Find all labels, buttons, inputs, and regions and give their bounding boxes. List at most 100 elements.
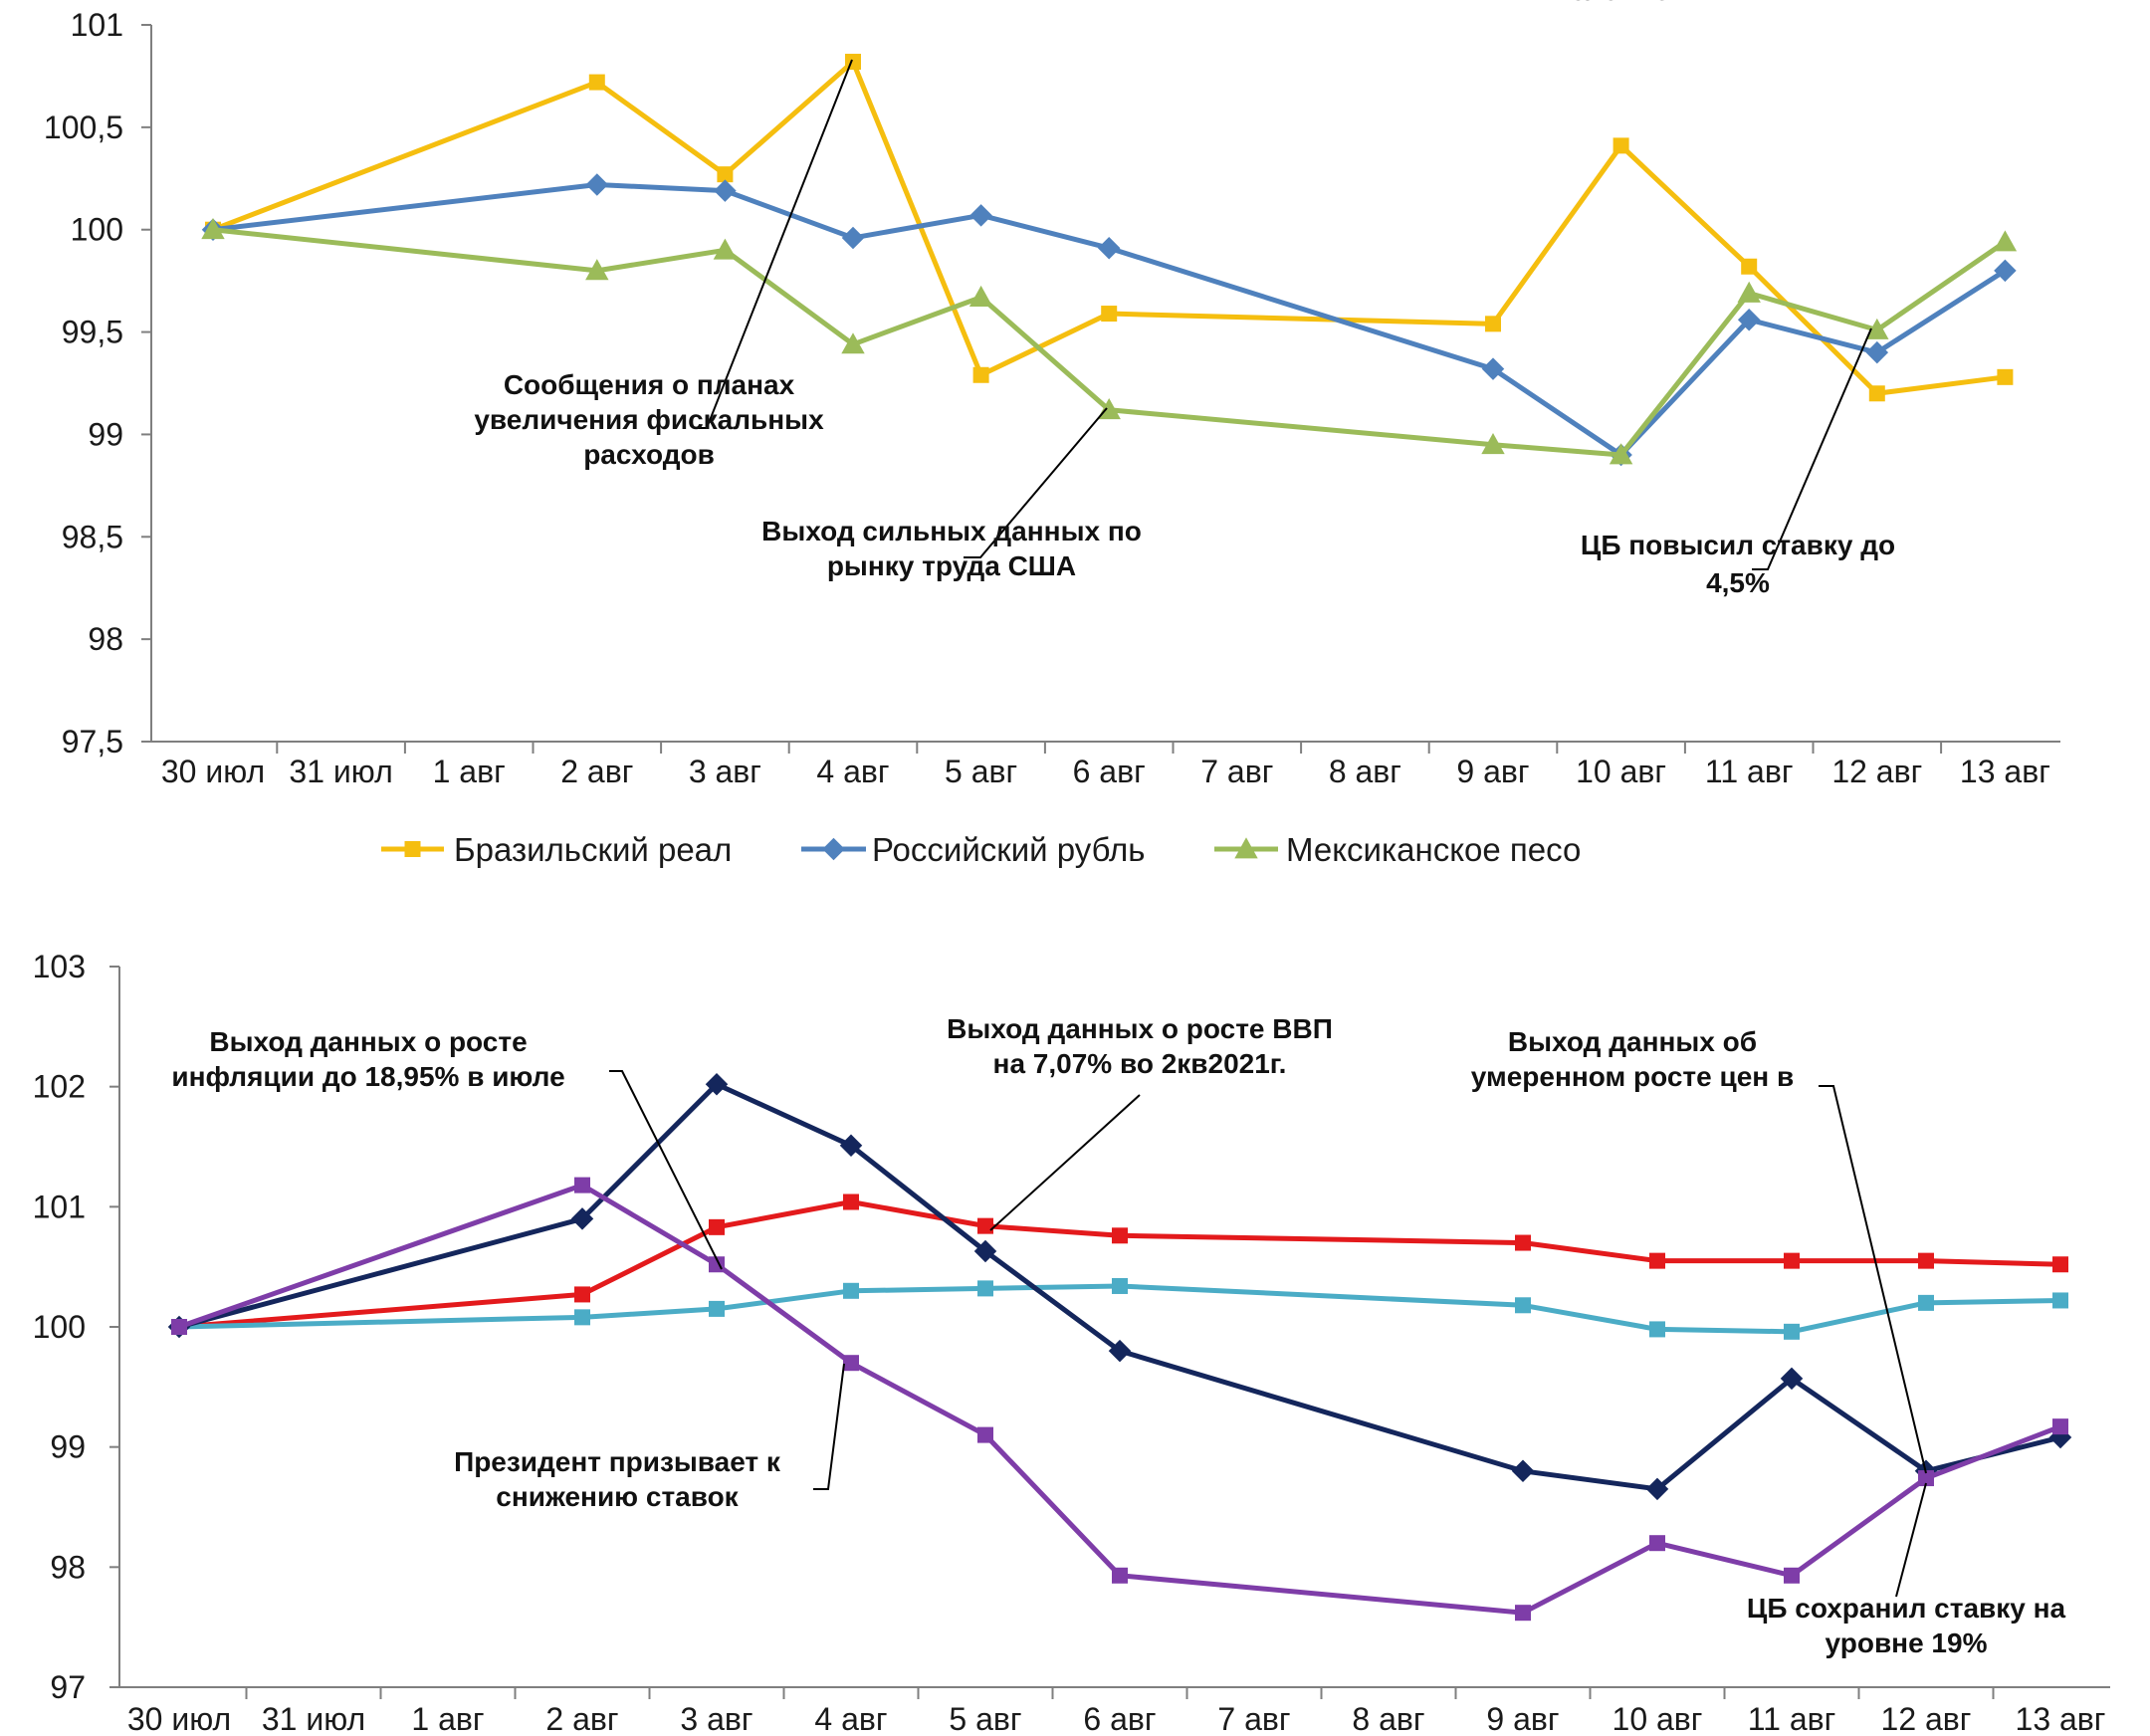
- chart-1-legend-2-label: Российский рубль: [872, 831, 1145, 868]
- chart-2-series-4-point: [1515, 1605, 1531, 1622]
- chart-1-series-2-point: [585, 173, 609, 196]
- chart-1-series-3-point: [713, 238, 738, 260]
- chart-2-annotation-3-leader: [1819, 1085, 1927, 1474]
- chart-1-series-1-line: [212, 59, 2006, 396]
- chart-1-series-1-point: [1997, 368, 2014, 385]
- chart-2-series-3-point: [1780, 1367, 1804, 1391]
- chart-2-annotation-4-line: Президент призывает к: [454, 1446, 781, 1477]
- chart-2-annotation-1-line: инфляции до 18,95% в июле: [171, 1061, 564, 1092]
- chart-2-annotation-2-line: Выход данных о росте ВВП: [947, 1013, 1333, 1044]
- chart-2-annotation-3-line: июле в США: [1546, 0, 1720, 6]
- chart-1-series-1-point: [1485, 316, 1501, 332]
- chart-2-currencies-b: 97 98 99 100 101 102 103 30 июл 31 июл 1 авг 2 авг…: [33, 0, 2110, 1736]
- chart-2-annotation-4-leader: [813, 1363, 845, 1490]
- chart-2-series-1-point: [1918, 1252, 1934, 1269]
- chart-2-x-tick-label: 4 авг: [814, 1701, 887, 1736]
- chart-2-y-tick-label: 102: [33, 1069, 86, 1105]
- chart-2-series-4-point: [1784, 1567, 1800, 1584]
- chart-1-series-2-point: [1097, 236, 1121, 260]
- chart-1-x-tick-label: 5 авг: [945, 754, 1017, 789]
- chart-2-x-tick-label: 6 авг: [1083, 1701, 1156, 1736]
- chart-2-series-3-point: [705, 1073, 729, 1096]
- chart-2-x-tick-label: 1 авг: [411, 1701, 484, 1736]
- chart-2-series-2-point: [1112, 1277, 1128, 1294]
- chart-2-annotation-4-line: снижению ставок: [496, 1481, 739, 1512]
- chart-2-y-tick-label: 101: [33, 1189, 86, 1224]
- chart-2-series-3-point: [1511, 1459, 1535, 1483]
- chart-2-series-1-point: [1515, 1234, 1531, 1251]
- chart-2-series-2-point: [977, 1280, 993, 1297]
- chart-1-x-tick-label: 3 авг: [689, 754, 761, 789]
- chart-2-x-tick-label: 8 авг: [1352, 1701, 1424, 1736]
- chart-2-y-tick-label: 103: [33, 949, 86, 984]
- chart-1-series-1-point: [1741, 258, 1758, 275]
- chart-1-y-tick-label: 99: [88, 416, 123, 452]
- chart-1-annotation-3-line: ЦБ повысил ставку до: [1581, 530, 1895, 560]
- chart-2-y-tick-label: 98: [50, 1549, 86, 1585]
- chart-2-series-3-point: [570, 1207, 594, 1230]
- chart-1-annotation-2-line: рынку труда США: [827, 550, 1076, 581]
- chart-1-currencies-a: 97,5 98 98,5 99 99,5 100 100,5 101 30 июл 31 июл 1…: [44, 7, 2060, 868]
- chart-1-annotation-2-leader: [964, 407, 1108, 558]
- chart-2-annotation-5-line: ЦБ сохранил ставку на: [1747, 1593, 2066, 1624]
- chart-1-annotation-1-line: Сообщения о планах: [504, 369, 795, 400]
- chart-1-series-3-point: [1609, 443, 1633, 465]
- chart-2-y-tick-label: 100: [33, 1309, 86, 1345]
- chart-2-x-tick-label: 13 авг: [2016, 1701, 2106, 1736]
- chart-1-series-1-point: [972, 366, 989, 383]
- chart-1-annotation-3-leader: [1752, 327, 1872, 570]
- chart-2-x-tick-label: 9 авг: [1486, 1701, 1559, 1736]
- chart-1-series-2-point: [1865, 340, 1889, 364]
- chart-1-annotation-2-line: Выход сильных данных по: [761, 516, 1142, 546]
- chart-1-annotation-3-line: 4,5%: [1706, 567, 1770, 598]
- chart-1-series-2-point: [1737, 308, 1761, 331]
- chart-1-series-1-point: [845, 54, 861, 71]
- chart-2-series-1-point: [1649, 1252, 1665, 1269]
- chart-1-series-1-point: [1868, 385, 1885, 402]
- chart-2-series-2-point: [843, 1282, 859, 1299]
- chart-1-y-tick-label: 98: [88, 621, 123, 657]
- chart-1-series-3-point: [201, 218, 225, 240]
- chart-2-series-1-point: [2052, 1256, 2068, 1273]
- chart-1-legend-1-label: Бразильский реал: [454, 831, 732, 868]
- chart-1-x-tick-label: 9 авг: [1456, 754, 1529, 789]
- chart-2-x-tick-label: 11 авг: [1748, 1701, 1836, 1736]
- chart-1-series-1-point: [588, 74, 605, 91]
- chart-2-annotation-2-line: на 7,07% во 2кв2021г.: [993, 1048, 1287, 1079]
- chart-1-x-tick-label: 8 авг: [1329, 754, 1401, 789]
- chart-2-x-tick-label: 2 авг: [545, 1701, 618, 1736]
- chart-1-series-3-point: [1993, 230, 2018, 252]
- chart-2-annotation-1-line: Выход данных о росте: [209, 1026, 527, 1057]
- chart-2-x-tick-label: 3 авг: [680, 1701, 752, 1736]
- chart-1-x-tick-label: 30 июл: [161, 754, 265, 789]
- chart-1-legend-3-label: Мексиканское песо: [1286, 831, 1581, 868]
- chart-2-x-tick-label: 30 июл: [127, 1701, 231, 1736]
- chart-2-x-tick-label: 10 авг: [1612, 1701, 1703, 1736]
- chart-1-series-2-point: [714, 179, 737, 202]
- chart-2-annotation-3-line: Выход данных об: [1508, 1026, 1757, 1057]
- chart-2-annotation-5-leader: [1895, 1482, 1927, 1598]
- chart-1-series-3-point: [1737, 281, 1761, 303]
- chart-2-series-3-point: [1645, 1477, 1669, 1501]
- chart-2-series-3-point: [1108, 1339, 1132, 1363]
- chart-2-series-1-point: [1784, 1252, 1800, 1269]
- chart-1-y-tick-label: 100: [71, 212, 123, 248]
- chart-2-series-2-point: [574, 1309, 590, 1326]
- chart-2-x-tick-label: 7 авг: [1217, 1701, 1290, 1736]
- chart-1-y-tick-label: 97,5: [62, 724, 123, 760]
- chart-2-series-2-point: [1784, 1323, 1800, 1340]
- chart-1-series-2-point: [1994, 259, 2017, 283]
- chart-2-y-tick-label: 99: [50, 1429, 86, 1465]
- chart-2-series-4-point: [977, 1426, 993, 1443]
- chart-1-legend-3-marker: [1234, 837, 1258, 859]
- chart-2-series-4-point: [171, 1319, 187, 1335]
- chart-2-series-1-point: [1112, 1227, 1128, 1244]
- chart-2-annotation-5-line: уровне 19%: [1826, 1628, 1988, 1658]
- chart-1-x-tick-label: 6 авг: [1073, 754, 1146, 789]
- chart-2-series-4-point: [1649, 1535, 1665, 1552]
- chart-2-series-4-point: [574, 1177, 590, 1194]
- chart-1-x-tick-label: 31 июл: [289, 754, 392, 789]
- chart-2-y-tick-label: 97: [50, 1669, 86, 1705]
- chart-2-series-4-point: [2052, 1418, 2068, 1435]
